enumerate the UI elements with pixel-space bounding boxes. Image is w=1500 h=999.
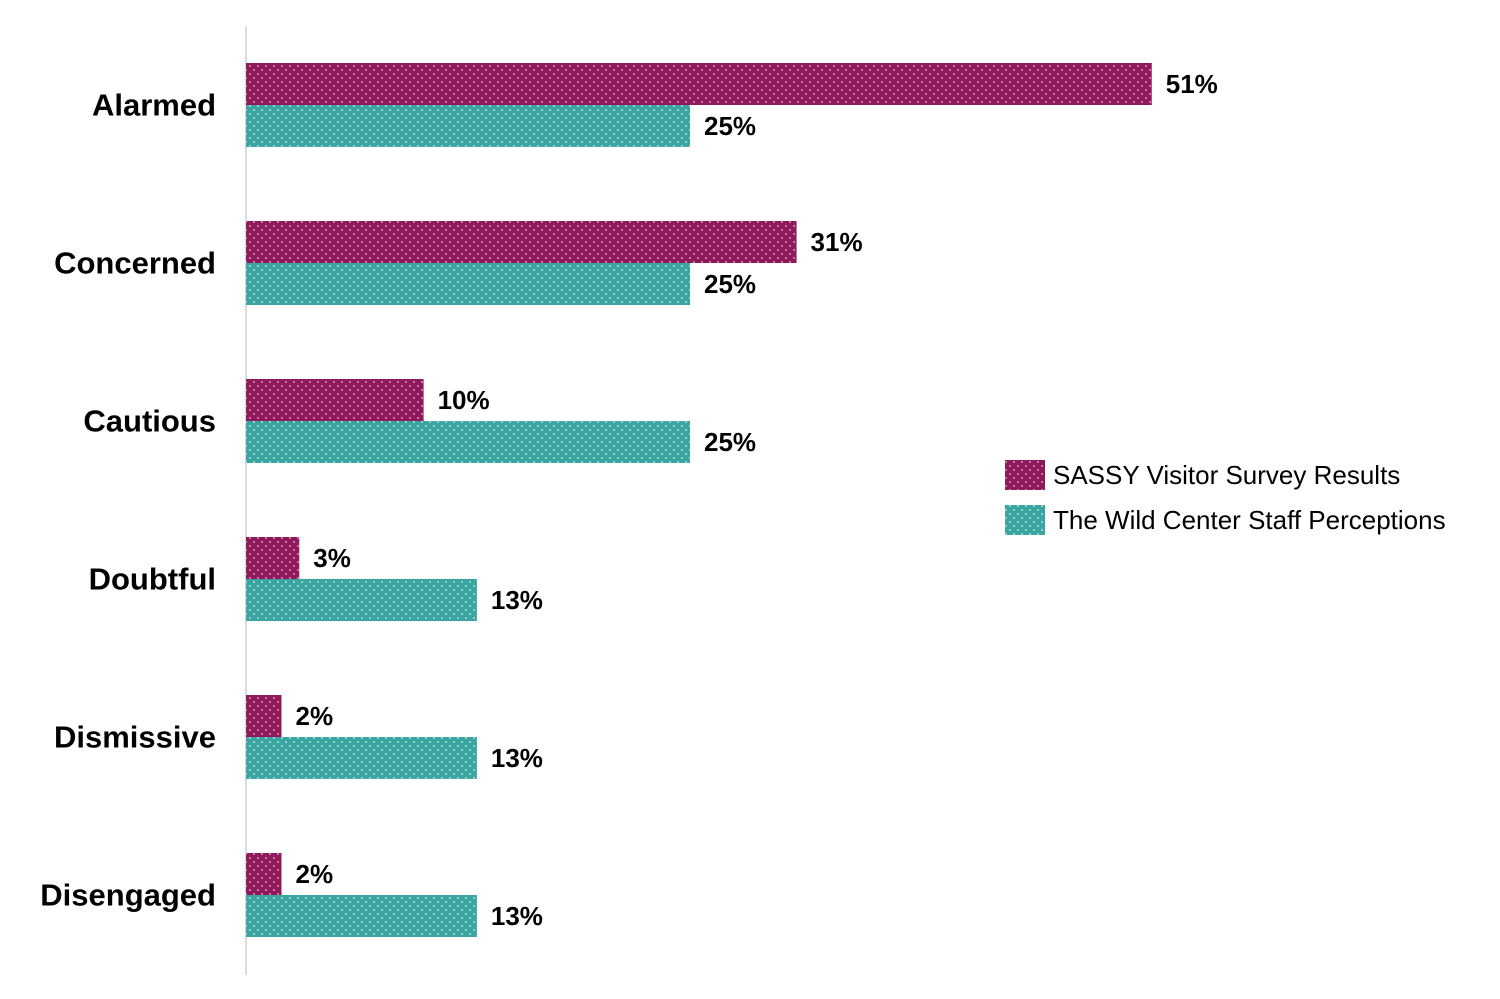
category-label: Alarmed: [92, 88, 216, 123]
data-label: 25%: [704, 427, 756, 457]
bar-series-1: [246, 221, 797, 263]
bar-series-2: [246, 895, 477, 937]
category-label: Dismissive: [54, 720, 216, 755]
bar-series-1: [246, 63, 1152, 105]
bar-series-1: [246, 695, 282, 737]
data-label: 31%: [811, 227, 863, 257]
data-label: 10%: [438, 385, 490, 415]
bar-series-2: [246, 421, 690, 463]
data-label: 25%: [704, 111, 756, 141]
legend-label: The Wild Center Staff Perceptions: [1053, 505, 1446, 535]
data-labels: 51% 25% 31% 25% 10% 25% 3% 13% 2% 13% 2% 13%: [296, 69, 1218, 931]
data-label: 51%: [1166, 69, 1218, 99]
bar-series-1: [246, 379, 424, 421]
bar-series-2: [246, 579, 477, 621]
category-labels: Alarmed Concerned Cautious Doubtful Dismissi…: [40, 88, 216, 913]
legend: SASSY Visitor Survey Results The Wild Cen…: [1005, 460, 1446, 535]
data-label: 13%: [491, 585, 543, 615]
legend-swatch: [1005, 505, 1045, 535]
bar-series-1: [246, 537, 300, 579]
category-label: Concerned: [54, 246, 216, 281]
bar-series-2: [246, 737, 477, 779]
bar-series-1: [246, 853, 282, 895]
data-label: 25%: [704, 269, 756, 299]
legend-label: SASSY Visitor Survey Results: [1053, 460, 1400, 490]
legend-swatch: [1005, 460, 1045, 490]
category-label: Disengaged: [40, 878, 216, 913]
category-label: Cautious: [83, 404, 216, 439]
data-label: 3%: [313, 543, 351, 573]
bars-layer: [246, 63, 1152, 937]
data-label: 13%: [491, 901, 543, 931]
category-label: Doubtful: [89, 562, 216, 597]
data-label: 2%: [296, 701, 334, 731]
data-label: 13%: [491, 743, 543, 773]
bar-series-2: [246, 105, 690, 147]
bar-series-2: [246, 263, 690, 305]
data-label: 2%: [296, 859, 334, 889]
